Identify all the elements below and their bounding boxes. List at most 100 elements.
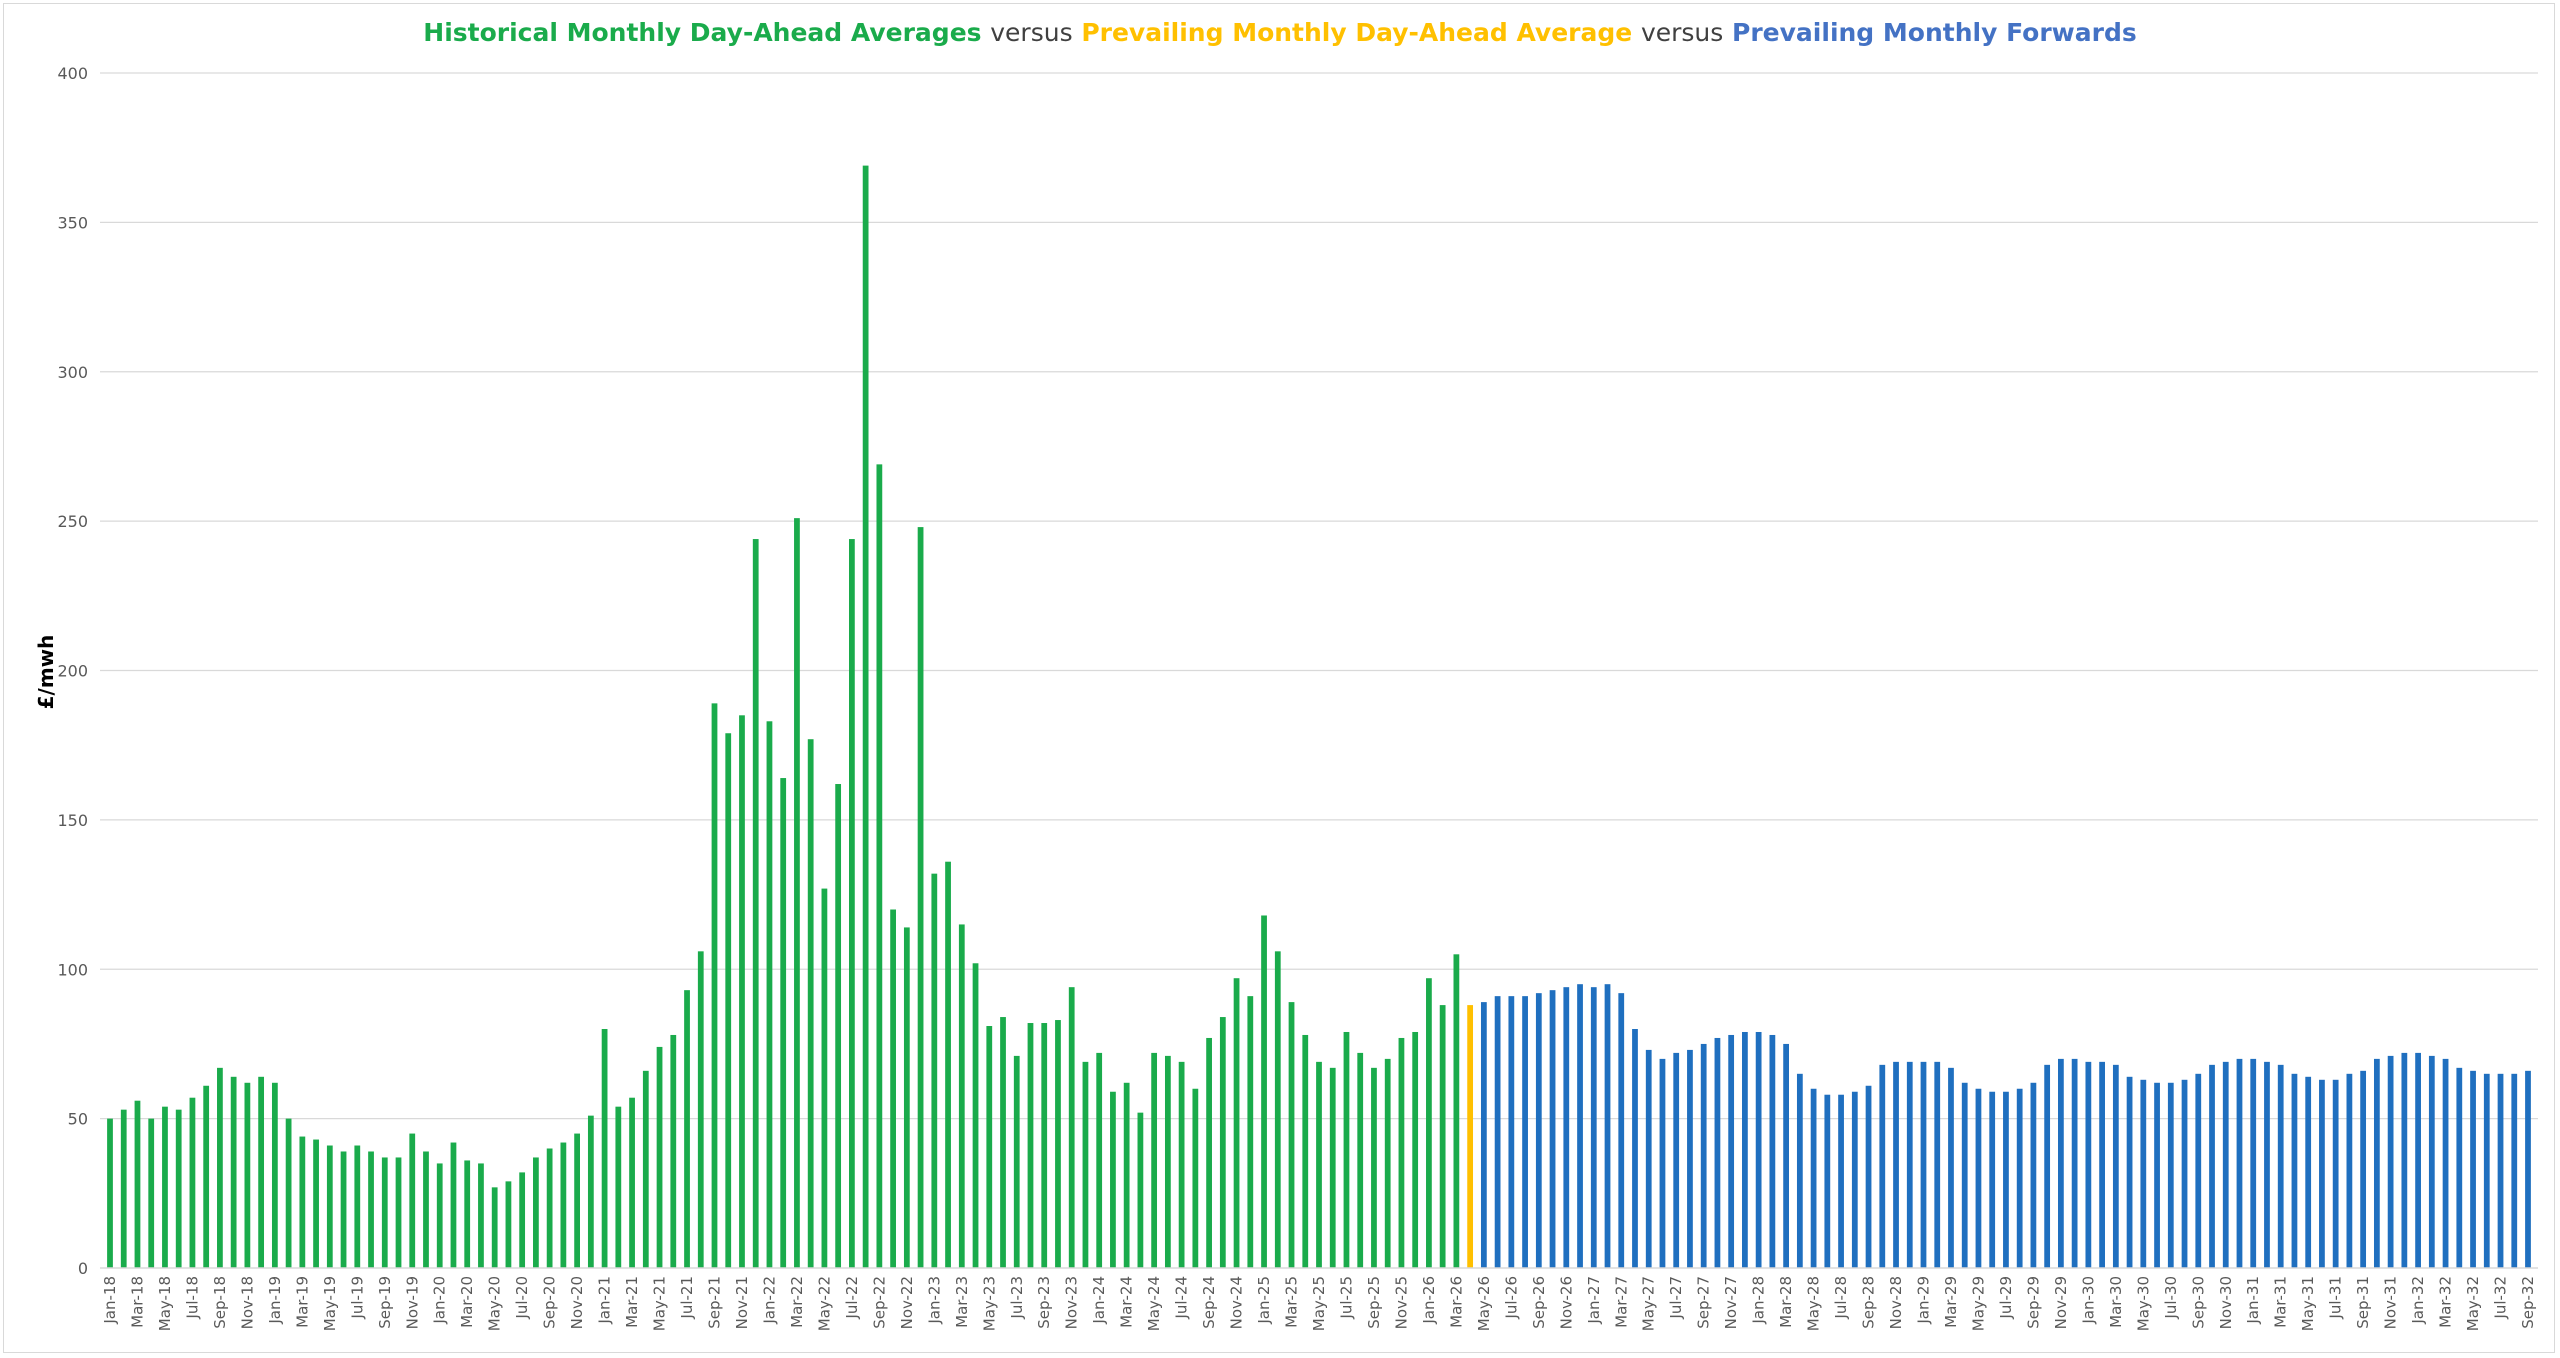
historical-bar — [1123, 1082, 1130, 1268]
historical-bar — [794, 518, 800, 1268]
x-tick-label: Jan-21 — [596, 1276, 614, 1325]
forward-bar — [2030, 1082, 2037, 1268]
historical-bar — [1426, 978, 1432, 1268]
x-tick-label: Nov-30 — [2217, 1276, 2235, 1329]
historical-bar — [986, 1026, 993, 1268]
x-tick-label: May-26 — [1475, 1276, 1493, 1331]
forward-bar — [1522, 996, 1528, 1268]
x-tick-label: Nov-31 — [2382, 1276, 2400, 1329]
prevailing-bar — [1467, 1005, 1474, 1268]
historical-bar — [1013, 1055, 1020, 1268]
forward-bar — [1645, 1049, 1652, 1268]
historical-bar — [1219, 1017, 1226, 1268]
historical-bar — [1439, 1005, 1446, 1268]
x-tick-label: Jan-29 — [1915, 1276, 1933, 1325]
forward-bar — [1796, 1073, 1803, 1268]
historical-bar — [120, 1109, 127, 1268]
x-tick-label: Sep-30 — [2189, 1276, 2207, 1329]
x-tick-label: Jul-18 — [183, 1276, 201, 1320]
historical-bar — [1302, 1034, 1309, 1268]
x-tick-label: Nov-25 — [1392, 1276, 1410, 1329]
historical-bar — [1357, 1052, 1364, 1268]
x-tick-label: Nov-26 — [1557, 1276, 1575, 1329]
x-tick-label: Jul-25 — [1337, 1276, 1355, 1320]
x-tick-label: Jul-30 — [2162, 1276, 2180, 1320]
x-tick-label: Sep-32 — [2519, 1276, 2537, 1329]
forward-bar — [1659, 1058, 1666, 1269]
historical-bar — [587, 1115, 594, 1268]
forward-bar — [1714, 1037, 1721, 1268]
historical-bar — [1274, 951, 1281, 1268]
x-tick-label: Jul-29 — [1997, 1276, 2015, 1320]
forward-bar — [2044, 1064, 2051, 1268]
historical-bar — [299, 1136, 306, 1268]
x-tick-label: Jul-26 — [1502, 1276, 1520, 1320]
forward-bar — [1961, 1082, 1968, 1268]
x-tick-label: Jan-28 — [1750, 1276, 1768, 1325]
x-tick-label: Jul-32 — [2492, 1276, 2510, 1320]
x-tick-label: May-20 — [486, 1276, 504, 1331]
x-tick-label: May-24 — [1145, 1276, 1163, 1331]
historical-bar — [1110, 1091, 1116, 1268]
historical-bar — [478, 1163, 484, 1268]
title-versus-2: versus — [1640, 18, 1724, 47]
forward-bar — [1728, 1034, 1735, 1268]
historical-bar — [1453, 954, 1460, 1268]
forward-bar — [1879, 1064, 1886, 1268]
x-tick-label: Mar-20 — [458, 1276, 476, 1328]
historical-bar — [533, 1157, 539, 1268]
historical-bar — [807, 739, 814, 1268]
historical-bar — [876, 464, 883, 1268]
x-tick-label: Sep-25 — [1365, 1276, 1383, 1329]
historical-bar — [148, 1118, 155, 1269]
x-tick-label: Nov-29 — [2052, 1276, 2070, 1329]
x-tick-label: Sep-23 — [1035, 1276, 1053, 1329]
forward-bar — [2126, 1076, 2133, 1268]
x-tick-label: Jan-19 — [266, 1276, 284, 1325]
forward-bar — [1563, 987, 1570, 1268]
forward-bar — [2525, 1070, 2531, 1268]
historical-bar — [107, 1118, 113, 1269]
historical-bar — [203, 1085, 210, 1268]
historical-bar — [890, 909, 896, 1268]
historical-bar — [285, 1118, 292, 1269]
x-tick-label: Nov-19 — [403, 1276, 421, 1329]
historical-bar — [313, 1139, 319, 1268]
x-tick-label: Jan-18 — [101, 1276, 119, 1325]
bars — [107, 165, 2531, 1269]
x-tick-label: Mar-19 — [293, 1276, 311, 1328]
x-tick-label: Sep-18 — [211, 1276, 229, 1329]
forward-bar — [1824, 1094, 1831, 1268]
x-tick-label: Jul-28 — [1832, 1276, 1850, 1320]
historical-bar — [1233, 978, 1240, 1268]
x-tick-label: Sep-26 — [1530, 1276, 1548, 1329]
historical-bar — [175, 1109, 182, 1268]
x-tick-label: Jan-26 — [1420, 1276, 1438, 1325]
forward-bar — [2071, 1058, 2078, 1269]
x-tick-label: Nov-23 — [1063, 1276, 1081, 1329]
forward-bar — [2140, 1079, 2147, 1268]
historical-bar — [368, 1151, 374, 1268]
x-tick-label: Jul-19 — [348, 1276, 366, 1320]
forward-bar — [1700, 1043, 1707, 1268]
forward-bar — [1989, 1091, 1996, 1268]
historical-bar — [642, 1070, 649, 1268]
historical-bar — [326, 1145, 333, 1268]
forward-bar — [2373, 1058, 2380, 1269]
historical-bar — [945, 861, 951, 1268]
forward-bar — [2099, 1061, 2105, 1268]
historical-bar — [491, 1187, 498, 1268]
x-tick-label: Jul-24 — [1173, 1276, 1191, 1320]
x-tick-label: Sep-27 — [1695, 1276, 1713, 1329]
historical-bar — [217, 1067, 223, 1268]
forward-bar — [2470, 1070, 2476, 1268]
historical-bar — [739, 715, 745, 1268]
historical-bar — [1178, 1061, 1185, 1268]
historical-bar — [354, 1145, 361, 1268]
historical-bar — [1288, 1002, 1295, 1268]
forward-bar — [2483, 1073, 2490, 1268]
forward-bar — [1742, 1031, 1748, 1268]
title-versus-1: versus — [990, 18, 1073, 47]
x-tick-label: Nov-18 — [238, 1276, 256, 1329]
historical-bar — [1412, 1031, 1419, 1268]
